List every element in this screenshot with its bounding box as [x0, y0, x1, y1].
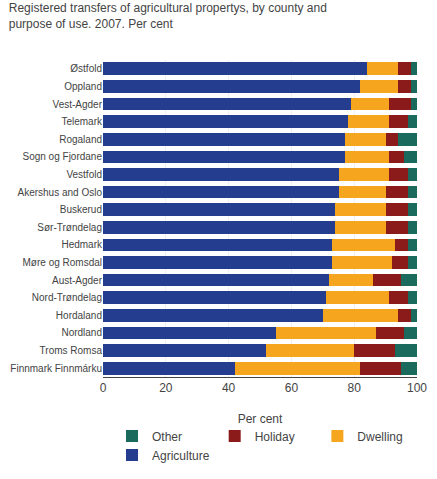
svg-text:Other: Other	[152, 430, 182, 444]
svg-text:Buskerud: Buskerud	[60, 204, 102, 215]
svg-text:Troms Romsa: Troms Romsa	[40, 345, 103, 356]
svg-text:Akershus and Oslo: Akershus and Oslo	[18, 187, 103, 198]
svg-text:Hedmark: Hedmark	[61, 239, 103, 250]
svg-text:Per cent: Per cent	[238, 412, 283, 426]
svg-text:Sogn og Fjordane: Sogn og Fjordane	[22, 151, 102, 162]
svg-text:Sør-Trøndelag: Sør-Trøndelag	[37, 222, 102, 233]
svg-text:Møre og Romsdal: Møre og Romsdal	[23, 257, 102, 268]
svg-text:Finnmark Finnmárku: Finnmark Finnmárku	[10, 363, 102, 374]
svg-text:20: 20	[159, 381, 173, 395]
svg-text:Østfold: Østfold	[70, 63, 102, 74]
svg-text:Aust-Agder: Aust-Agder	[52, 275, 103, 286]
svg-text:Nord-Trøndelag: Nord-Trøndelag	[32, 292, 102, 303]
svg-text:100: 100	[407, 381, 427, 395]
svg-text:Registered transfers of agricu: Registered transfers of agricultural pro…	[9, 1, 327, 31]
svg-text:40: 40	[222, 381, 236, 395]
svg-text:Rogaland: Rogaland	[59, 134, 102, 145]
svg-text:Agriculture: Agriculture	[152, 449, 210, 463]
svg-text:Hordaland: Hordaland	[56, 310, 102, 321]
svg-text:60: 60	[285, 381, 299, 395]
svg-text:Vest-Agder: Vest-Agder	[53, 99, 103, 110]
svg-text:Vestfold: Vestfold	[66, 169, 102, 180]
svg-text:Nordland: Nordland	[61, 327, 102, 338]
svg-text:0: 0	[100, 381, 107, 395]
svg-text:Oppland: Oppland	[64, 81, 102, 92]
svg-text:Telemark: Telemark	[61, 116, 103, 127]
svg-text:Dwelling: Dwelling	[357, 430, 402, 444]
svg-text:Holiday: Holiday	[255, 430, 295, 444]
svg-text:80: 80	[348, 381, 362, 395]
